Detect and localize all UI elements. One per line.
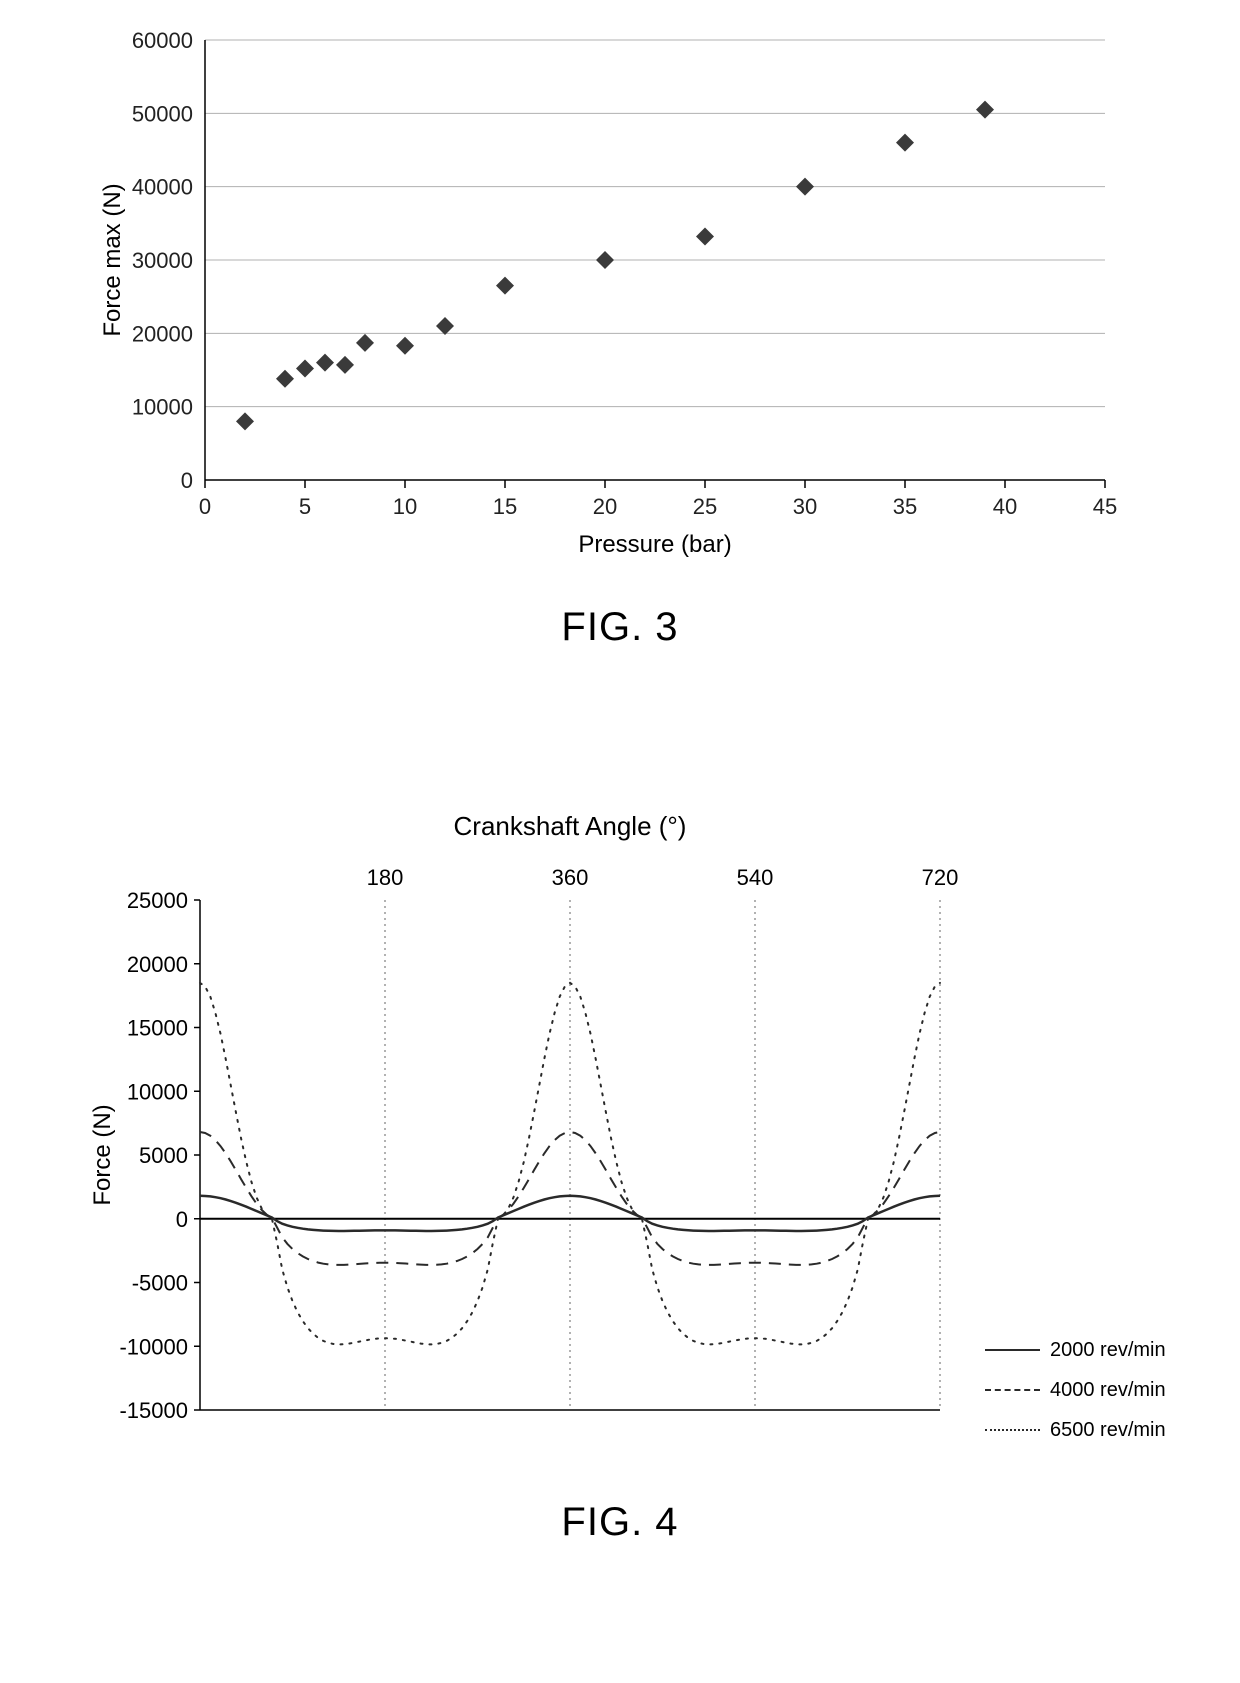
fig4-chart: Crankshaft Angle (°) 180 360 540 720 -15000 -1… — [80, 800, 960, 1450]
legend-item: 2000 rev/min — [985, 1330, 1166, 1370]
svg-text:25: 25 — [693, 494, 717, 519]
svg-text:Crankshaft Angle (°): Crankshaft Angle (°) — [454, 811, 687, 841]
svg-text:180: 180 — [367, 865, 404, 890]
svg-text:25000: 25000 — [127, 888, 188, 913]
svg-text:360: 360 — [552, 865, 589, 890]
series-4000-rev-min — [200, 1132, 940, 1265]
data-point — [336, 356, 354, 374]
svg-text:Force max (N): Force max (N) — [99, 183, 126, 336]
page: 0 5 10 15 20 25 30 35 40 45 0 10000 20000 30000 40000 5… — [0, 0, 1240, 1683]
svg-text:-5000: -5000 — [132, 1271, 188, 1296]
svg-text:5: 5 — [299, 494, 311, 519]
svg-text:10000: 10000 — [127, 1079, 188, 1104]
svg-text:30: 30 — [793, 494, 817, 519]
data-point — [356, 334, 374, 352]
legend-label: 4000 rev/min — [1050, 1370, 1166, 1410]
fig3-caption: FIG. 3 — [0, 605, 1240, 650]
legend-label: 2000 rev/min — [1050, 1330, 1166, 1370]
svg-text:720: 720 — [922, 865, 959, 890]
svg-text:10: 10 — [393, 494, 417, 519]
data-point — [296, 360, 314, 378]
svg-text:20: 20 — [593, 494, 617, 519]
data-point — [396, 337, 414, 355]
svg-text:20000: 20000 — [132, 321, 193, 346]
svg-text:0: 0 — [181, 468, 193, 493]
data-point — [276, 370, 294, 388]
svg-text:40000: 40000 — [132, 175, 193, 200]
legend-line-sample — [985, 1389, 1040, 1391]
data-point — [976, 101, 994, 119]
svg-text:0: 0 — [176, 1207, 188, 1232]
fig4-legend: 2000 rev/min4000 rev/min6500 rev/min — [985, 1330, 1166, 1450]
legend-label: 6500 rev/min — [1050, 1410, 1166, 1450]
svg-text:15000: 15000 — [127, 1016, 188, 1041]
data-point — [796, 178, 814, 196]
legend-item: 6500 rev/min — [985, 1410, 1166, 1450]
svg-text:540: 540 — [737, 865, 774, 890]
svg-text:50000: 50000 — [132, 101, 193, 126]
svg-text:35: 35 — [893, 494, 917, 519]
data-point — [236, 412, 254, 430]
data-point — [896, 134, 914, 152]
svg-text:-15000: -15000 — [119, 1398, 188, 1423]
svg-text:30000: 30000 — [132, 248, 193, 273]
svg-text:5000: 5000 — [139, 1143, 188, 1168]
legend-item: 4000 rev/min — [985, 1370, 1166, 1410]
data-point — [436, 317, 454, 335]
svg-text:20000: 20000 — [127, 952, 188, 977]
data-point — [696, 228, 714, 246]
svg-text:Force (N): Force (N) — [89, 1104, 116, 1205]
svg-text:Pressure (bar): Pressure (bar) — [578, 531, 731, 558]
svg-text:0: 0 — [199, 494, 211, 519]
svg-text:-10000: -10000 — [119, 1334, 188, 1359]
svg-text:10000: 10000 — [132, 395, 193, 420]
data-point — [596, 251, 614, 269]
svg-text:15: 15 — [493, 494, 517, 519]
data-point — [496, 277, 514, 295]
data-point — [316, 354, 334, 372]
svg-text:45: 45 — [1093, 494, 1117, 519]
legend-line-sample — [985, 1429, 1040, 1431]
svg-text:60000: 60000 — [132, 28, 193, 53]
fig3-chart: 0 5 10 15 20 25 30 35 40 45 0 10000 20000 30000 40000 5… — [90, 20, 1120, 580]
legend-line-sample — [985, 1349, 1040, 1351]
fig4-caption: FIG. 4 — [0, 1500, 1240, 1545]
svg-text:40: 40 — [993, 494, 1017, 519]
